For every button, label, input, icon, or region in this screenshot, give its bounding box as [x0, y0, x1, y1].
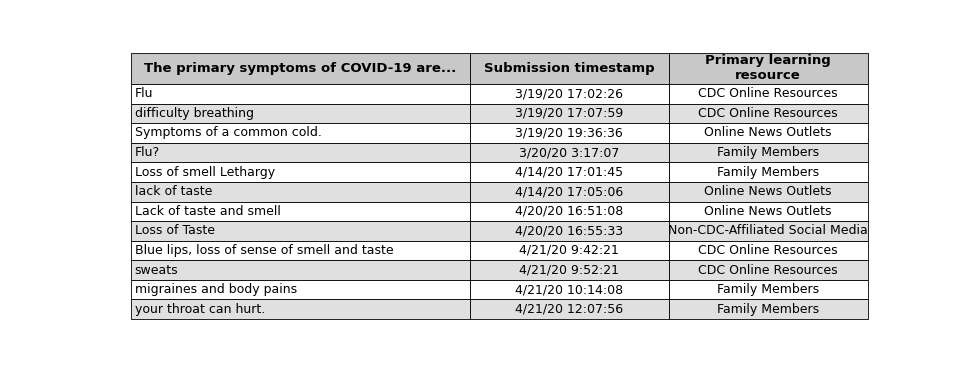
- Bar: [668, 53, 868, 84]
- Bar: [469, 300, 668, 319]
- Text: Online News Outlets: Online News Outlets: [704, 127, 832, 139]
- Bar: [131, 53, 469, 84]
- Text: Flu: Flu: [134, 87, 153, 100]
- Bar: [131, 241, 469, 260]
- Text: Family Members: Family Members: [717, 166, 819, 178]
- Text: 4/21/20 9:52:21: 4/21/20 9:52:21: [519, 263, 619, 277]
- Bar: [668, 143, 868, 162]
- Bar: [469, 221, 668, 241]
- Bar: [469, 241, 668, 260]
- Text: 3/19/20 17:02:26: 3/19/20 17:02:26: [515, 87, 623, 100]
- Text: Online News Outlets: Online News Outlets: [704, 205, 832, 218]
- Bar: [668, 241, 868, 260]
- Bar: [131, 84, 469, 103]
- Text: Family Members: Family Members: [717, 146, 819, 159]
- Bar: [469, 53, 668, 84]
- Bar: [469, 260, 668, 280]
- Text: 3/20/20 3:17:07: 3/20/20 3:17:07: [519, 146, 619, 159]
- Bar: [469, 280, 668, 300]
- Text: CDC Online Resources: CDC Online Resources: [698, 263, 838, 277]
- Bar: [668, 300, 868, 319]
- Bar: [469, 123, 668, 143]
- Bar: [131, 221, 469, 241]
- Text: 3/19/20 17:07:59: 3/19/20 17:07:59: [515, 107, 623, 120]
- Bar: [668, 103, 868, 123]
- Text: CDC Online Resources: CDC Online Resources: [698, 87, 838, 100]
- Bar: [668, 123, 868, 143]
- Text: 4/21/20 9:42:21: 4/21/20 9:42:21: [519, 244, 619, 257]
- Bar: [131, 280, 469, 300]
- Bar: [131, 162, 469, 182]
- Bar: [131, 143, 469, 162]
- Text: Online News Outlets: Online News Outlets: [704, 185, 832, 198]
- Text: CDC Online Resources: CDC Online Resources: [698, 107, 838, 120]
- Bar: [131, 123, 469, 143]
- Bar: [469, 143, 668, 162]
- Text: Family Members: Family Members: [717, 303, 819, 316]
- Bar: [469, 202, 668, 221]
- Bar: [131, 260, 469, 280]
- Bar: [469, 103, 668, 123]
- Bar: [668, 280, 868, 300]
- Bar: [668, 162, 868, 182]
- Text: Loss of smell Lethargy: Loss of smell Lethargy: [134, 166, 275, 178]
- Text: The primary symptoms of COVID-19 are...: The primary symptoms of COVID-19 are...: [144, 62, 457, 75]
- Text: migraines and body pains: migraines and body pains: [134, 283, 297, 296]
- Bar: [131, 300, 469, 319]
- Text: Family Members: Family Members: [717, 283, 819, 296]
- Text: Lack of taste and smell: Lack of taste and smell: [134, 205, 281, 218]
- Text: sweats: sweats: [134, 263, 178, 277]
- Text: 4/20/20 16:55:33: 4/20/20 16:55:33: [515, 224, 623, 237]
- Text: Non-CDC-Affiliated Social Media: Non-CDC-Affiliated Social Media: [668, 224, 868, 237]
- Text: Flu?: Flu?: [134, 146, 160, 159]
- Bar: [668, 84, 868, 103]
- Bar: [131, 103, 469, 123]
- Text: Primary learning
resource: Primary learning resource: [705, 54, 831, 82]
- Bar: [469, 162, 668, 182]
- Text: Loss of Taste: Loss of Taste: [134, 224, 214, 237]
- Bar: [131, 182, 469, 202]
- Text: 4/20/20 16:51:08: 4/20/20 16:51:08: [515, 205, 623, 218]
- Bar: [668, 202, 868, 221]
- Text: 4/21/20 10:14:08: 4/21/20 10:14:08: [515, 283, 623, 296]
- Text: Submission timestamp: Submission timestamp: [484, 62, 655, 75]
- Bar: [469, 84, 668, 103]
- Bar: [668, 260, 868, 280]
- Text: your throat can hurt.: your throat can hurt.: [134, 303, 265, 316]
- Text: Symptoms of a common cold.: Symptoms of a common cold.: [134, 127, 321, 139]
- Text: difficulty breathing: difficulty breathing: [134, 107, 253, 120]
- Text: 4/21/20 12:07:56: 4/21/20 12:07:56: [515, 303, 623, 316]
- Text: 3/19/20 19:36:36: 3/19/20 19:36:36: [515, 127, 623, 139]
- Text: 4/14/20 17:05:06: 4/14/20 17:05:06: [515, 185, 623, 198]
- Text: 4/14/20 17:01:45: 4/14/20 17:01:45: [515, 166, 623, 178]
- Bar: [469, 182, 668, 202]
- Bar: [668, 221, 868, 241]
- Bar: [131, 202, 469, 221]
- Text: CDC Online Resources: CDC Online Resources: [698, 244, 838, 257]
- Text: lack of taste: lack of taste: [134, 185, 212, 198]
- Bar: [668, 182, 868, 202]
- Text: Blue lips, loss of sense of smell and taste: Blue lips, loss of sense of smell and ta…: [134, 244, 393, 257]
